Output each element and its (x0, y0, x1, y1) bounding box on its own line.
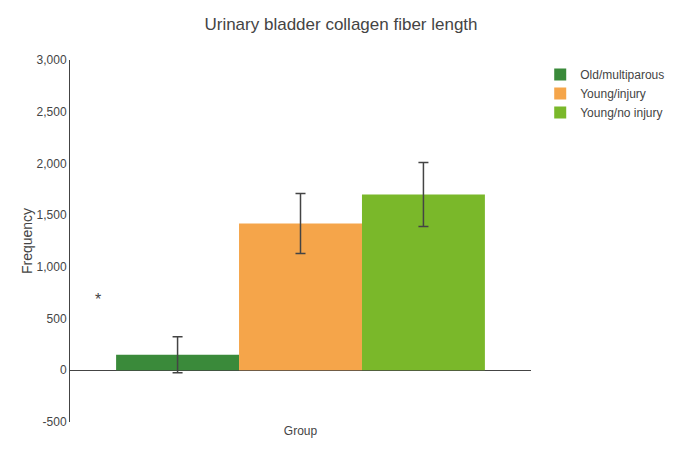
svg-text:Urinary bladder collagen fiber: Urinary bladder collagen fiber length (204, 15, 477, 34)
svg-text:Young/no injury: Young/no injury (580, 106, 662, 120)
svg-text:Young/injury: Young/injury (580, 87, 646, 101)
svg-text:Group: Group (284, 424, 318, 438)
svg-text:0: 0 (60, 363, 67, 377)
svg-text:3,000: 3,000 (37, 53, 67, 67)
svg-text:Old/multiparous: Old/multiparous (580, 68, 664, 82)
svg-text:-500: -500 (43, 415, 67, 429)
svg-text:1,500: 1,500 (37, 208, 67, 222)
svg-text:500: 500 (47, 312, 67, 326)
svg-text:1,000: 1,000 (37, 260, 67, 274)
svg-text:2,500: 2,500 (37, 105, 67, 119)
svg-text:Frequency: Frequency (19, 208, 35, 274)
svg-text:*: * (95, 291, 101, 308)
svg-text:2,000: 2,000 (37, 157, 67, 171)
